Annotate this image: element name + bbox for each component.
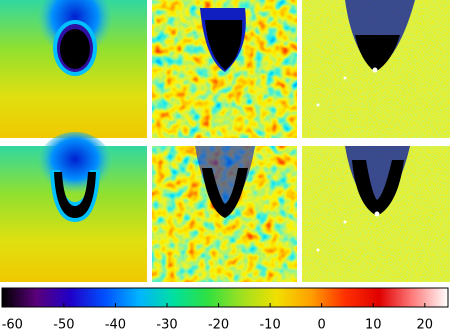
colorbar-tick-label: 20: [417, 318, 434, 333]
colorbar-tick-label: -10: [259, 318, 280, 333]
colorbar-tick-label: -50: [53, 318, 74, 333]
panel-noisy-top: [152, 0, 297, 138]
colorbar: [1, 287, 449, 308]
panel-fine-top: [302, 0, 450, 138]
colorbar-tick-label: 0: [318, 318, 326, 333]
panel-smooth-bottom: [0, 132, 147, 282]
colorbar-tick-label: -40: [105, 318, 126, 333]
panel-smooth-top: [0, 0, 147, 138]
panel-noisy-bottom: [152, 146, 297, 282]
colorbar-tick-label: -30: [156, 318, 177, 333]
panel-fine-bottom: [302, 146, 450, 282]
colorbar-tick-label: -20: [208, 318, 229, 333]
colorbar-tick-label: 10: [365, 318, 382, 333]
colorbar-tick-label: -60: [2, 318, 23, 333]
